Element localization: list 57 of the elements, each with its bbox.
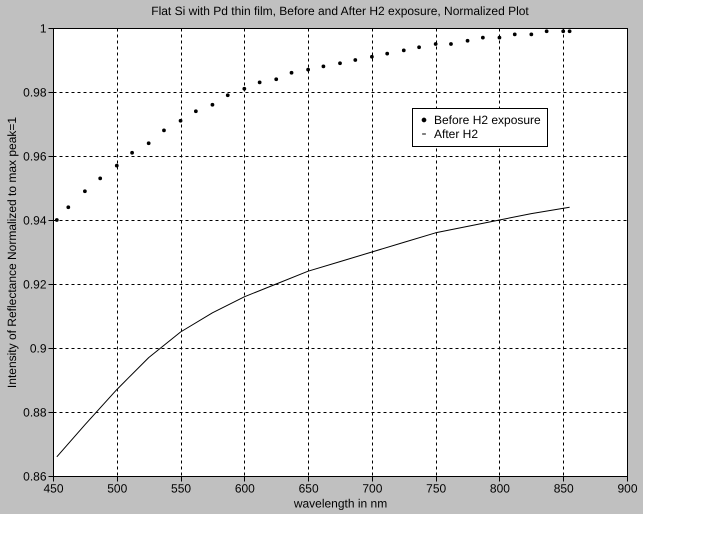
point <box>290 70 294 75</box>
x-tick-label: 750 <box>426 482 446 496</box>
point <box>434 42 438 46</box>
point <box>146 141 151 146</box>
point <box>258 80 262 84</box>
x-tick-label: 500 <box>107 482 128 496</box>
point <box>512 32 517 36</box>
point <box>498 36 502 40</box>
y-tick-label: 0.9 <box>30 342 47 356</box>
point <box>98 176 102 180</box>
y-tick-label: 0.98 <box>23 86 47 100</box>
y-tick-label: 0.86 <box>23 470 47 484</box>
point <box>54 218 59 222</box>
x-tick-label: 700 <box>362 482 383 496</box>
point <box>322 64 326 68</box>
x-tick-label: 550 <box>171 482 192 496</box>
chart-title: Flat Si with Pd thin film, Before and After H2 exposure, Normalized Plot <box>151 4 530 18</box>
point <box>529 32 534 36</box>
y-tick-label: 0.94 <box>23 214 47 228</box>
x-tick-label: 900 <box>617 482 638 496</box>
y-tick-label: 0.92 <box>23 278 47 292</box>
point <box>466 38 470 43</box>
point <box>561 29 566 34</box>
x-tick-label: 850 <box>554 482 574 496</box>
legend-label: After H2 <box>434 127 478 141</box>
point <box>402 48 406 52</box>
point <box>370 54 374 59</box>
point <box>568 29 572 34</box>
x-tick-label: 800 <box>490 482 510 496</box>
x-tick-label: 450 <box>43 482 64 496</box>
point <box>544 29 549 34</box>
x-tick-label: 650 <box>298 482 319 496</box>
point <box>226 93 230 98</box>
point <box>114 164 119 168</box>
point <box>480 36 485 40</box>
point <box>210 102 214 107</box>
x-tick-label: 600 <box>234 482 256 496</box>
point <box>130 150 134 155</box>
y-tick-label: 0.88 <box>23 406 47 420</box>
y-axis-title: Intensity of Reflectance Normalized to max peak=1 <box>5 116 20 388</box>
point <box>385 52 390 56</box>
legend-label: Before H2 exposure <box>434 113 542 127</box>
point <box>194 109 198 114</box>
point <box>274 77 278 82</box>
point <box>449 42 453 46</box>
point <box>242 86 246 91</box>
point <box>306 68 310 72</box>
point <box>162 128 166 132</box>
y-tick-label: 0.96 <box>23 150 47 164</box>
point <box>353 58 358 62</box>
y-tick-label: 1 <box>40 22 47 36</box>
point <box>338 61 342 66</box>
x-axis-title: wavelength in nm <box>292 496 388 510</box>
point <box>66 205 70 210</box>
point <box>83 189 87 194</box>
point <box>417 45 421 50</box>
point <box>178 118 182 123</box>
